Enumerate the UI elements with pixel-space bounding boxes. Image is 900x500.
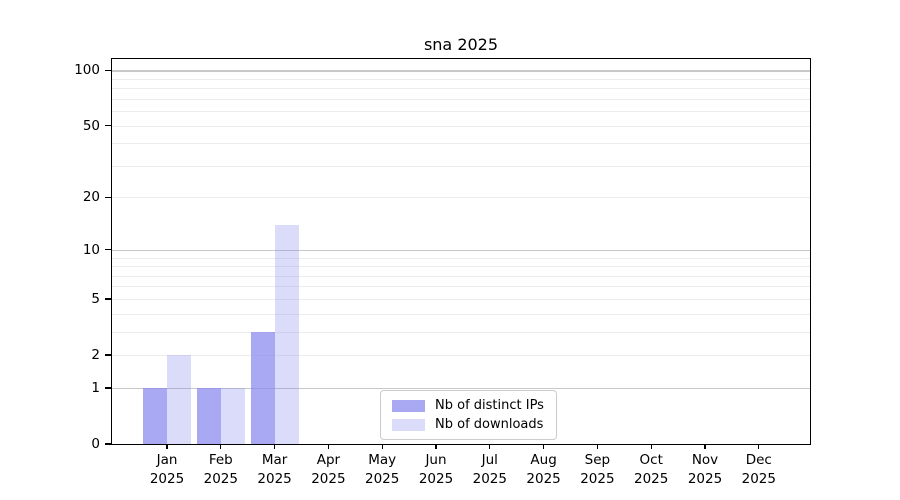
legend-swatch-distinct-ips <box>392 399 425 412</box>
bar-downloads <box>274 224 299 444</box>
y-tick-mark <box>105 124 111 127</box>
y-axis-tick-label: 100 <box>74 62 100 79</box>
grid-line-minor <box>112 286 810 288</box>
x-axis-tick-label: Jul 2025 <box>472 452 507 487</box>
x-axis-tick-label: Oct 2025 <box>634 452 669 487</box>
y-axis-tick-label: 2 <box>91 347 100 364</box>
x-tick-mark <box>489 444 491 449</box>
x-axis-tick-label: Aug 2025 <box>526 452 561 487</box>
x-tick-mark <box>758 444 760 449</box>
x-tick-mark <box>327 444 330 449</box>
bar-distinct-ips <box>196 387 221 444</box>
x-axis-tick-label: Mar 2025 <box>257 452 292 487</box>
grid-line-minor <box>112 313 810 315</box>
y-tick-mark <box>105 196 111 199</box>
legend-swatch-downloads <box>392 418 425 431</box>
grid-line-minor <box>112 275 810 277</box>
legend-label: Nb of downloads <box>435 417 544 432</box>
x-tick-mark <box>273 444 276 449</box>
chart-title: sna 2025 <box>423 35 499 54</box>
grid-line-minor <box>112 78 810 80</box>
grid-line-minor <box>112 98 810 100</box>
x-axis-tick-label: May 2025 <box>365 452 400 487</box>
grid-line-minor <box>112 298 810 300</box>
grid-line-minor <box>112 257 810 259</box>
grid-line-minor <box>112 143 810 145</box>
y-axis-tick-label: 50 <box>82 117 100 134</box>
legend-item: Nb of distinct IPs <box>392 396 546 415</box>
legend-label: Nb of distinct IPs <box>435 398 544 413</box>
grid-line-major <box>112 70 810 72</box>
grid-line-minor <box>112 355 810 357</box>
x-axis-tick-label: Apr 2025 <box>311 452 346 487</box>
x-tick-mark <box>435 444 437 449</box>
y-tick-mark <box>105 69 111 71</box>
bar-downloads <box>167 355 191 444</box>
bar-distinct-ips <box>250 331 275 444</box>
x-tick-mark <box>166 444 168 449</box>
grid-line-minor <box>112 197 810 199</box>
x-axis-tick-label: Dec 2025 <box>741 452 776 487</box>
x-tick-mark <box>596 444 599 449</box>
grid-line-minor <box>112 266 810 268</box>
x-tick-mark <box>650 444 652 449</box>
x-tick-mark <box>381 444 383 449</box>
y-tick-mark <box>105 249 111 251</box>
x-axis-tick-label: Jan 2025 <box>149 452 185 487</box>
y-axis-tick-label: 1 <box>91 379 100 396</box>
plot-area <box>112 59 810 444</box>
y-tick-mark <box>105 443 111 445</box>
grid-line-minor <box>112 125 810 127</box>
x-tick-mark <box>220 444 222 449</box>
y-tick-mark <box>105 387 111 389</box>
y-axis-tick-label: 10 <box>82 241 100 258</box>
bar-downloads <box>220 387 245 444</box>
y-axis-tick-label: 5 <box>91 290 100 307</box>
legend: Nb of distinct IPs Nb of downloads <box>380 390 557 440</box>
x-axis-tick-label: Nov 2025 <box>687 452 723 487</box>
x-axis-tick-label: Sep 2025 <box>580 452 615 487</box>
grid-line-minor <box>112 88 810 90</box>
bar-distinct-ips <box>143 387 167 444</box>
grid-line-minor <box>112 331 810 333</box>
x-tick-mark <box>704 444 706 449</box>
x-axis-tick-label: Jun 2025 <box>418 452 454 487</box>
grid-line-major <box>112 387 810 390</box>
grid-line-minor <box>112 111 810 113</box>
grid-line-major <box>112 249 810 252</box>
y-axis-tick-label: 0 <box>91 436 100 452</box>
legend-item: Nb of downloads <box>392 415 546 434</box>
x-axis-tick-label: Feb 2025 <box>203 452 238 487</box>
y-axis-tick-label: 20 <box>82 189 100 206</box>
y-tick-mark <box>105 298 111 300</box>
y-tick-mark <box>105 354 111 356</box>
x-tick-mark <box>542 444 545 449</box>
grid-line-minor <box>112 165 810 167</box>
